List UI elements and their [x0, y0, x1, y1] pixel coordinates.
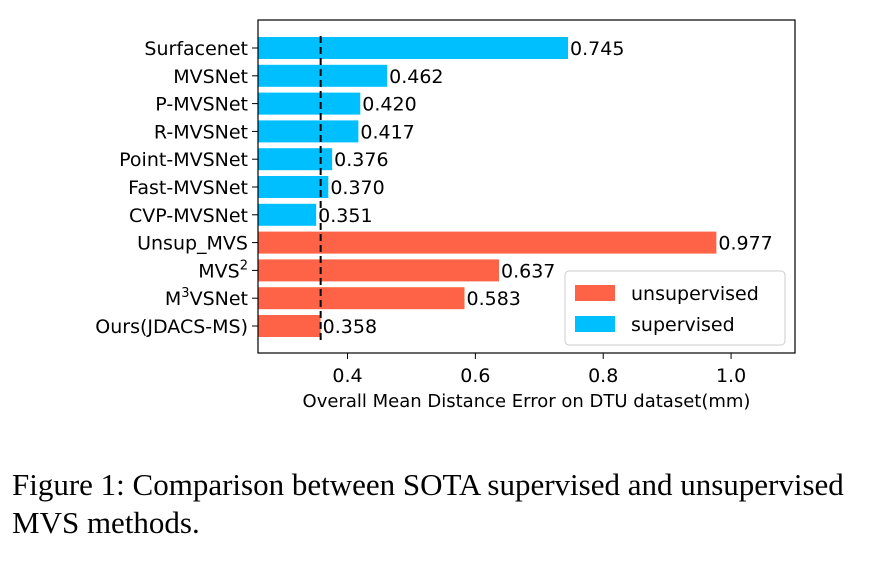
value-label: 0.637 [501, 260, 555, 282]
bar-chart: 0.745 Surfacenet 0.462 MVSNet 0.420 P-MVSNet 0… [95, 19, 796, 412]
bar [258, 203, 317, 226]
value-label: 0.583 [466, 288, 520, 310]
y-tick-label: MVSNet [173, 66, 248, 88]
value-label: 0.420 [362, 94, 416, 116]
value-label: 0.376 [334, 149, 388, 171]
bar [258, 287, 465, 310]
value-label: 0.370 [330, 177, 384, 199]
y-tick-label: MVS2 [198, 258, 248, 282]
value-label: 0.462 [389, 66, 443, 88]
y-tick-label: Surfacenet [144, 38, 248, 60]
value-label: 0.745 [570, 38, 624, 60]
bar [258, 259, 500, 282]
legend [564, 270, 786, 346]
bar [258, 176, 329, 198]
bar [258, 92, 361, 115]
value-label: 0.351 [318, 205, 372, 227]
x-tick-label: 0.4 [332, 365, 362, 387]
legend-label: supervised [631, 314, 735, 336]
figure-caption: Figure 1: Comparison between SOTA superv… [12, 467, 844, 540]
x-tick-label: 0.8 [588, 365, 618, 387]
plot-frame [257, 19, 796, 354]
x-tick-label: 0.6 [460, 365, 490, 387]
value-label: 0.417 [360, 121, 414, 143]
bar [258, 231, 717, 254]
legend-swatch [575, 316, 615, 332]
y-tick-label: CVP-MVSNet [129, 205, 248, 227]
y-tick-label: R-MVSNet [154, 121, 248, 143]
value-label: 0.358 [323, 316, 377, 338]
y-tick-label: M3VSNet [165, 286, 248, 310]
bar [258, 64, 388, 87]
y-tick-label: Point-MVSNet [119, 149, 248, 171]
x-tick-label: 1.0 [716, 365, 746, 387]
bar [258, 315, 321, 337]
bar [258, 37, 569, 59]
bar [258, 120, 359, 143]
y-tick-label: P-MVSNet [155, 94, 248, 116]
y-tick-label: Ours(JDACS-MS) [95, 316, 248, 338]
x-axis-label: Overall Mean Distance Error on DTU datas… [303, 391, 751, 412]
legend-swatch [575, 285, 615, 301]
value-label: 0.977 [718, 233, 772, 255]
legend-label: unsupervised [631, 283, 759, 305]
bar [258, 148, 333, 171]
y-tick-label: Fast-MVSNet [128, 177, 248, 199]
y-tick-label: Unsup_MVS [137, 233, 248, 255]
